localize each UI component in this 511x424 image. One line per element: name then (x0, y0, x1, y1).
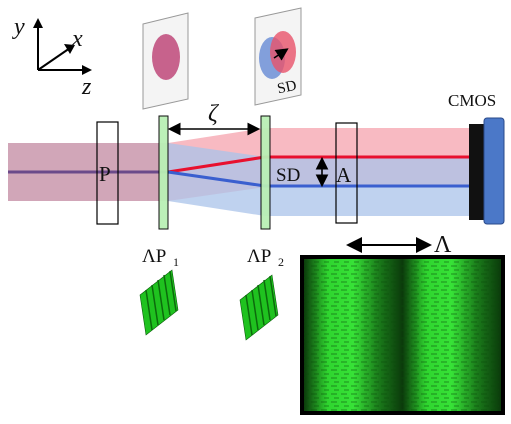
svg-text:1: 1 (173, 255, 179, 269)
plate-1 (158, 115, 169, 230)
grating-stack-icon-1 (139, 269, 179, 336)
axis-x-label: x (71, 26, 83, 52)
polarizer-label: P (99, 162, 111, 186)
svg-text:ΛP: ΛP (142, 246, 166, 267)
period-label: Λ (434, 232, 452, 258)
camera-label: CMOS (448, 91, 496, 110)
analyzer (335, 122, 358, 224)
axis-z-label: z (81, 74, 92, 100)
svg-text:2: 2 (278, 255, 284, 269)
grating-stack-icon-2 (239, 274, 279, 341)
beam-spot-icon (142, 12, 189, 110)
polarizer (96, 121, 119, 225)
microscope-grating-image (300, 255, 505, 415)
svg-text:ΛP: ΛP (247, 246, 271, 267)
plate-2 (260, 115, 271, 230)
axis-y-label: y (12, 14, 25, 40)
shear-inset-label: SD (276, 78, 298, 98)
plate-1-label: ΛP 1 (142, 246, 179, 269)
plate-2-label: ΛP 2 (247, 246, 284, 269)
coordinate-axes-icon: y x z (12, 14, 92, 100)
shear-label: SD (276, 165, 300, 186)
cmos-camera-icon (469, 117, 505, 225)
gap-label: ζ (208, 101, 220, 127)
split-beam-spots-icon: SD (254, 7, 302, 106)
analyzer-label: A (336, 163, 352, 187)
